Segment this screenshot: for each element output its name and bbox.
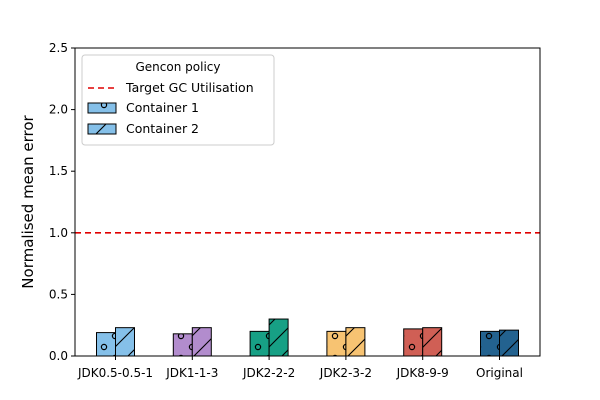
bar-container1-hatch xyxy=(403,328,424,357)
bar-container1-hatch xyxy=(172,333,193,357)
x-tick-label: JDK1-1-3 xyxy=(165,366,218,380)
legend: Gencon policy Target GC Utilisation Cont… xyxy=(81,54,275,146)
bar-container2-hatch xyxy=(499,329,519,357)
y-tick-label: 2.5 xyxy=(49,41,68,55)
y-tick-label: 0.5 xyxy=(49,287,68,301)
bars xyxy=(96,318,519,357)
x-tick-label: JDK0.5-0.5-1 xyxy=(77,366,153,380)
bar-container2-hatch xyxy=(115,327,135,357)
y-tick-label: 0.0 xyxy=(49,349,68,363)
bar-container1-hatch xyxy=(249,330,270,357)
bar-container1-hatch xyxy=(326,330,347,357)
legend-title: Gencon policy xyxy=(136,60,221,74)
y-axis-ticks: 0.0 0.5 1.0 1.5 2.0 2.5 xyxy=(49,41,75,363)
legend-entry-target: Target GC Utilisation xyxy=(125,80,254,95)
bar-container2-hatch xyxy=(191,327,212,357)
y-axis-label: Normalised mean error xyxy=(19,114,37,288)
legend-container2-hatch xyxy=(95,123,107,135)
x-tick-label: JDK8-9-9 xyxy=(396,366,449,380)
legend-entry-container2: Container 2 xyxy=(126,121,199,136)
x-tick-label: JDK2-3-2 xyxy=(319,366,372,380)
x-tick-label: JDK2-2-2 xyxy=(242,366,295,380)
bar-container1-hatch xyxy=(96,332,116,357)
legend-entry-container1: Container 1 xyxy=(126,100,199,115)
plot-frame xyxy=(74,47,541,357)
bar-container2-hatch xyxy=(422,327,443,357)
y-tick-label: 2.0 xyxy=(49,103,68,117)
x-tick-label: Original xyxy=(476,366,523,380)
legend-container1-hatch xyxy=(88,103,116,113)
bar-container1-hatch xyxy=(480,330,500,357)
bar-container2-hatch xyxy=(345,327,366,357)
y-tick-label: 1.0 xyxy=(49,226,68,240)
bar-container2-hatch xyxy=(268,318,289,357)
legend-container2-swatch xyxy=(87,123,117,135)
legend-box xyxy=(81,54,275,146)
x-axis-ticks: JDK0.5-0.5-1 JDK1-1-3 JDK2-2-2 JDK2-3-2 JDK8… xyxy=(77,356,523,380)
y-tick-label: 1.5 xyxy=(49,164,68,178)
